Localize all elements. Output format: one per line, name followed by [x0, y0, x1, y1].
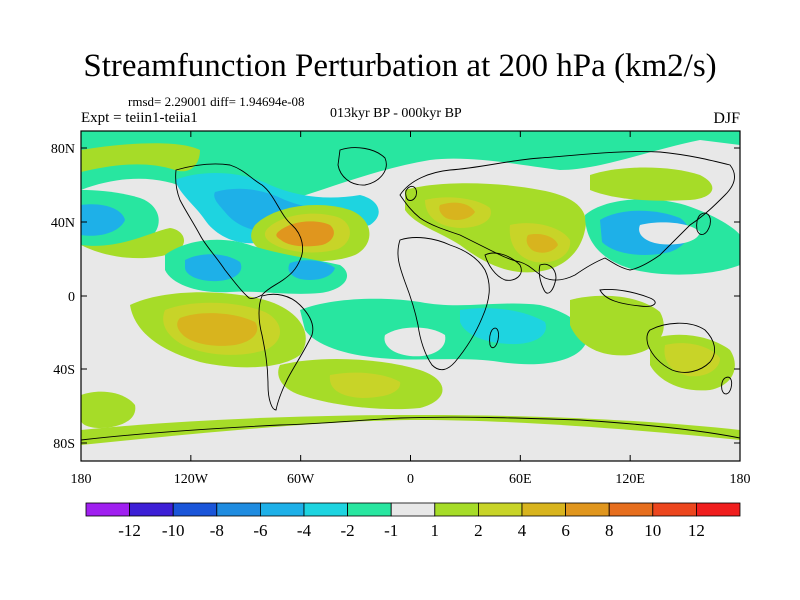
colorbar-box: [521, 502, 566, 517]
colorbar-label: 4: [518, 521, 527, 540]
colorbar-label: -10: [162, 521, 185, 540]
colorbar-label: 12: [688, 521, 705, 540]
colorbar-label: 6: [561, 521, 570, 540]
coast-eurasia: [399, 151, 736, 281]
colorbar-label: -1: [384, 521, 398, 540]
coast-new-zealand: [721, 376, 733, 395]
axis-ticks: [80, 131, 741, 461]
x-tick-label: 120W: [174, 472, 209, 487]
field-antarctica-neutral: [81, 420, 740, 461]
coast-japan: [696, 212, 711, 236]
period-label: 013kyr BP - 000kyr BP: [330, 106, 462, 121]
field-south-pacific-strong-positive: [177, 313, 258, 346]
colorbar-box: [172, 502, 218, 517]
coast-north-america: [175, 163, 304, 299]
coast-indonesia: [599, 289, 656, 307]
colorbar-label: -8: [210, 521, 224, 540]
field-india-strong-positive: [526, 234, 558, 253]
colorbar-box: [259, 502, 305, 517]
colorbar-labels: -12 -10 -8 -6 -4 -2 -1 1 2 4 6 8 10 12: [118, 521, 705, 540]
y-tick-label: 0: [68, 290, 75, 305]
field-australia-mid-positive: [664, 343, 720, 377]
coast-africa: [397, 237, 490, 371]
field-indian-ocean-positive: [570, 295, 664, 356]
field-antarctic-pacific-positive: [81, 391, 136, 428]
coast-british-isles: [405, 185, 417, 201]
colorbar-label: -6: [253, 521, 267, 540]
field-atlantic-strong-positive: [276, 221, 334, 247]
coast-madagascar: [489, 327, 499, 349]
colorbar-label: 2: [474, 521, 483, 540]
x-tick-label: 60E: [509, 472, 532, 487]
colorbar-box: [696, 502, 741, 517]
colorbar-box: [608, 502, 654, 517]
colorbar-label: 10: [644, 521, 661, 540]
colorbar-box: [303, 502, 348, 517]
stats-label: rmsd= 2.29001 diff= 1.94694e-08: [128, 94, 305, 109]
colorbar-box: [652, 502, 697, 517]
field-south-atlantic-mid-negative: [460, 308, 546, 345]
field-gulf-negative: [288, 260, 335, 280]
y-tick-label: 40N: [51, 216, 75, 231]
colorbar-label: -12: [118, 521, 141, 540]
y-tick-label: 80N: [51, 142, 75, 157]
field-south-atlantic-neutral-hole: [384, 327, 446, 357]
coastlines: [81, 147, 740, 441]
coast-arabia: [484, 252, 522, 281]
x-tick-label: 120E: [615, 472, 645, 487]
field-subtropical-pacific-positive: [81, 228, 185, 259]
y-tick-label: 40S: [53, 363, 75, 378]
colorbar-label: 8: [605, 521, 614, 540]
colorbar-label: -2: [341, 521, 355, 540]
colorbar-box: [85, 502, 130, 517]
season-label: DJF: [713, 110, 740, 127]
field-east-china-positive: [590, 167, 713, 201]
plot-title: Streamfunction Perturbation at 200 hPa (…: [83, 48, 717, 84]
coast-australia: [646, 322, 716, 373]
x-tick-label: 180: [730, 472, 751, 487]
coast-india: [538, 263, 557, 294]
map-field: [81, 131, 740, 461]
experiment-label: Expt = teiin1-teiia1: [81, 110, 198, 126]
x-tick-label: 60W: [287, 472, 315, 487]
field-europe-strong-positive: [439, 202, 475, 220]
colorbar-label: 1: [431, 521, 440, 540]
x-axis-labels: 180 120W 60W 0 60E 120E 180: [71, 472, 751, 487]
colorbar-label: -4: [297, 521, 312, 540]
coast-antarctica: [81, 416, 740, 441]
colorbar-box: [434, 502, 479, 517]
field-caribbean-negative: [185, 254, 242, 282]
field-south-africa-positive: [329, 372, 401, 398]
colorbar-box: [477, 502, 523, 517]
coast-south-america: [258, 293, 314, 411]
field-aleutian-negative: [81, 204, 125, 236]
y-tick-label: 80S: [53, 437, 75, 452]
x-tick-label: 0: [407, 472, 414, 487]
colorbar-box: [216, 502, 261, 517]
colorbar: [85, 502, 741, 517]
field-north-pacific-positive: [81, 143, 200, 172]
colorbar-box: [347, 502, 392, 517]
x-tick-label: 180: [71, 472, 92, 487]
colorbar-box: [390, 502, 436, 517]
coast-greenland: [337, 147, 387, 186]
y-axis-labels: 80N 40N 0 40S 80S: [51, 142, 75, 452]
colorbar-box: [565, 502, 610, 517]
colorbar-box: [129, 502, 174, 517]
field-east-pacific-neutral-hole: [639, 222, 700, 245]
